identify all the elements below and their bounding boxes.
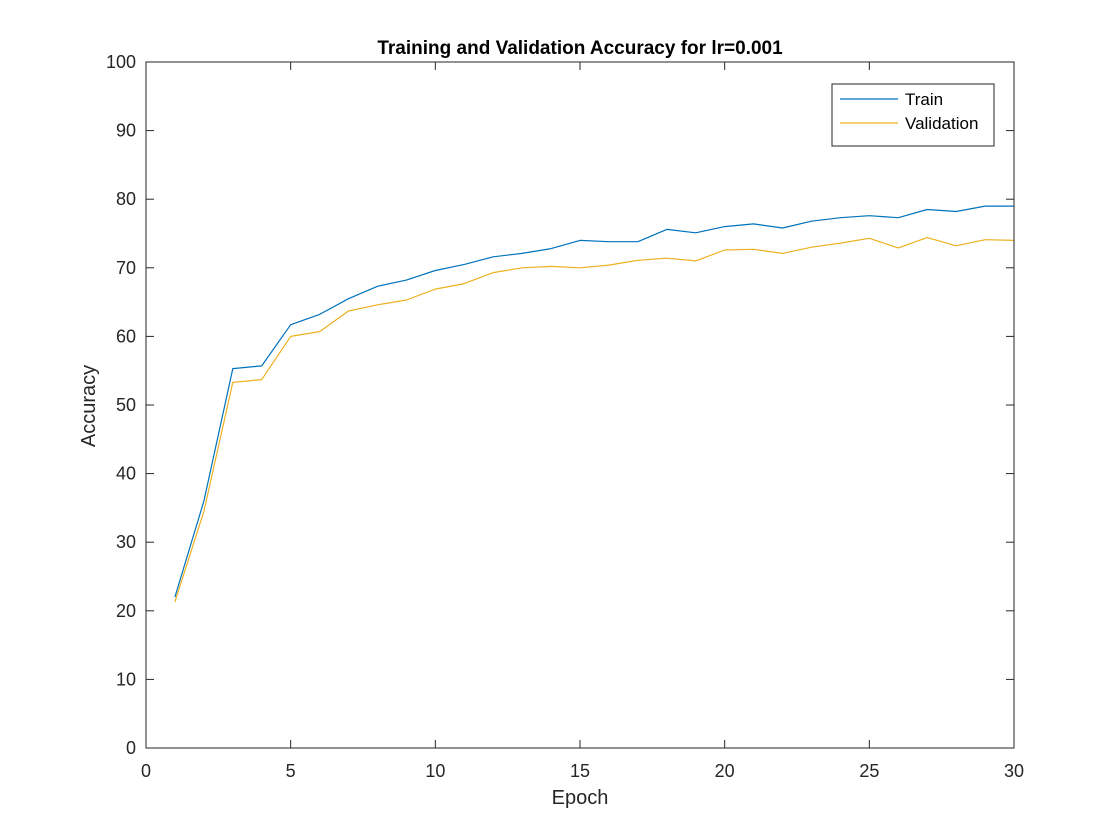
legend-label-validation: Validation [905,114,978,133]
x-tick-label: 0 [141,761,151,781]
y-tick-label: 60 [116,326,136,346]
x-tick-label: 15 [570,761,590,781]
y-tick-label: 80 [116,189,136,209]
y-tick-label: 100 [106,52,136,72]
y-tick-label: 90 [116,121,136,141]
tick-labels: 0 5 10 15 20 25 30 0 10 20 30 40 50 60 70 80 90 100 [106,52,1024,781]
x-tick-label: 10 [425,761,445,781]
x-tick-label: 5 [286,761,296,781]
legend: Train Validation [831,83,995,147]
series-lines [174,205,1015,603]
y-tick-label: 30 [116,532,136,552]
x-tick-label: 30 [1004,761,1024,781]
x-tick-label: 25 [859,761,879,781]
y-tick-label: 10 [116,669,136,689]
chart-title: Training and Validation Accuracy for lr=… [377,38,783,59]
legend-label-train: Train [905,90,943,109]
y-tick-label: 20 [116,601,136,621]
plot-area [146,62,1014,748]
y-tick-label: 0 [126,738,136,758]
x-tick-label: 20 [715,761,735,781]
y-tick-label: 70 [116,258,136,278]
y-axis-label: Accuracy [78,365,100,447]
plot-frame [145,61,1015,749]
legend-box [831,83,995,147]
series-line-train [174,205,1014,598]
series-line-validation [174,237,1015,603]
x-axis-label: Epoch [552,787,609,809]
y-tick-label: 50 [116,395,136,415]
y-tick-label: 40 [116,464,136,484]
